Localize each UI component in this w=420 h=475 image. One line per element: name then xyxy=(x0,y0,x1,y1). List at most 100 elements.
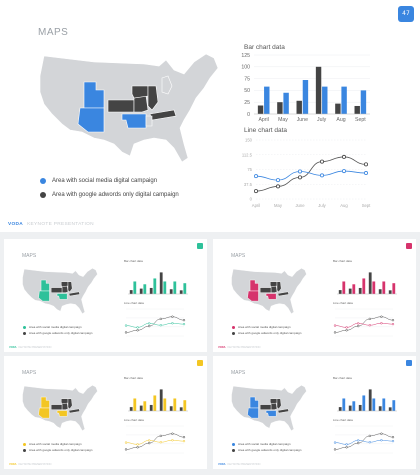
bar xyxy=(173,281,177,294)
bar xyxy=(348,405,352,411)
thumb-state-iowa xyxy=(61,398,69,405)
bar xyxy=(348,288,352,294)
thumb-state-tennessee xyxy=(277,408,290,414)
legend-blue-dot xyxy=(40,178,46,184)
thumb-legend-dot xyxy=(232,325,235,329)
legend-dark-dot xyxy=(40,192,46,198)
slide-footer: VODA KEYNOTE PRESENTATION xyxy=(8,222,94,227)
bar xyxy=(354,105,360,114)
thumb-state-kansas xyxy=(50,287,63,293)
series-point xyxy=(342,169,347,174)
bar xyxy=(257,105,264,114)
thumb-state-illinois xyxy=(67,398,73,410)
legend-social-media-label: Area with social media digital campaign xyxy=(52,178,158,184)
bar-chart: 0 25 50 75 100 125 April May June July Aug Sept xyxy=(241,53,370,123)
thumb-legend-dot xyxy=(232,442,235,446)
line-chart: 0 37.5 75 112.5 150 April May June July Aug Sept xyxy=(242,138,371,208)
bar xyxy=(183,283,187,294)
bar xyxy=(338,290,342,294)
series-point xyxy=(380,322,383,325)
y-tick-label: 150 xyxy=(245,138,253,143)
series-point xyxy=(380,315,383,318)
bar xyxy=(322,86,328,114)
bar xyxy=(382,398,386,411)
series-point xyxy=(159,317,162,321)
bar xyxy=(169,289,173,294)
thumb-legend-adwords: Area with google adwords only digital ca… xyxy=(232,331,301,335)
thumb-footer-brand: VODA xyxy=(218,463,226,466)
thumbnail-slide[interactable]: MAPS Area with social media digital camp… xyxy=(4,356,207,469)
bar xyxy=(368,272,372,294)
thumb-legend-social: Area with social media digital campaign xyxy=(232,325,291,329)
series-point xyxy=(357,324,360,328)
bar xyxy=(129,407,133,411)
thumb-usa-map xyxy=(231,268,307,315)
thumb-state-tennessee xyxy=(68,291,81,297)
thumb-title: MAPS xyxy=(231,253,246,259)
y-tick-label: 0 xyxy=(250,197,253,202)
y-tick-label: 37.5 xyxy=(244,182,253,187)
x-tick-label: June xyxy=(295,203,305,208)
bar xyxy=(338,407,342,411)
x-tick-label: Aug xyxy=(336,117,345,123)
state-arkansas xyxy=(145,115,153,127)
bar xyxy=(392,283,396,294)
thumb-title: MAPS xyxy=(22,253,37,259)
series-point xyxy=(276,184,281,189)
page-title: MAPS xyxy=(38,27,69,38)
thumb-badge xyxy=(406,360,412,366)
thumbnail-slide[interactable]: MAPS Area with social media digital camp… xyxy=(213,239,416,352)
series-point xyxy=(136,443,139,446)
series-line xyxy=(255,156,367,192)
thumb-footer-brand: VODA xyxy=(9,463,17,466)
series-point xyxy=(363,171,368,176)
thumb-legend-adwords-label: Area with google adwords only digital ca… xyxy=(29,331,93,335)
legend-google-adwords: Area with google adwords only digital ca… xyxy=(40,192,179,198)
series-point xyxy=(159,324,162,327)
thumb-state-kansas xyxy=(50,404,63,410)
bar xyxy=(169,406,173,411)
thumb-legend-dot xyxy=(23,448,26,452)
series-point xyxy=(380,439,383,442)
series-point xyxy=(368,434,371,438)
bar xyxy=(378,289,382,294)
thumb-state-oklahoma xyxy=(56,293,68,300)
thumb-state-iowa xyxy=(61,281,69,288)
y-tick-label: 125 xyxy=(241,53,250,59)
thumb-footer-tag: KEYNOTE PRESENTATION xyxy=(227,346,261,349)
thumb-state-missouri xyxy=(61,285,69,293)
thumbnail-slide[interactable]: MAPS Area with social media digital camp… xyxy=(213,356,416,469)
thumb-legend-social: Area with social media digital campaign xyxy=(232,442,291,446)
bar xyxy=(143,284,147,294)
series-point xyxy=(342,154,347,159)
series-point xyxy=(345,443,348,446)
bar xyxy=(342,281,346,294)
series-point xyxy=(171,315,174,318)
thumb-state-tennessee xyxy=(277,291,290,297)
thumb-state-missouri xyxy=(61,402,69,410)
thumb-state-arizona xyxy=(38,407,50,419)
thumb-line-chart xyxy=(333,425,395,454)
thumb-line-chart xyxy=(333,308,395,337)
state-kansas xyxy=(107,99,135,113)
series-point xyxy=(368,441,371,444)
bar xyxy=(149,287,153,294)
bar xyxy=(388,407,392,411)
main-slide[interactable]: 47 MAPS Area with social media digital c… xyxy=(0,0,420,232)
series-point xyxy=(253,189,258,194)
series-point xyxy=(148,441,151,445)
series-point xyxy=(124,324,128,327)
series-point xyxy=(333,448,337,451)
thumb-title: MAPS xyxy=(231,370,246,376)
bar xyxy=(335,103,341,114)
thumbnail-slide[interactable]: MAPS Area with social media digital camp… xyxy=(4,239,207,352)
bar xyxy=(372,398,376,411)
thumb-bar-title: Bar chart data xyxy=(124,376,143,380)
y-tick-label: 25 xyxy=(244,100,250,106)
series-point xyxy=(345,326,348,329)
series-point xyxy=(320,159,325,164)
bar xyxy=(368,389,372,411)
thumb-state-kansas xyxy=(259,287,272,293)
thumb-line-title: Line chart data xyxy=(124,301,144,305)
series-point xyxy=(159,434,162,438)
